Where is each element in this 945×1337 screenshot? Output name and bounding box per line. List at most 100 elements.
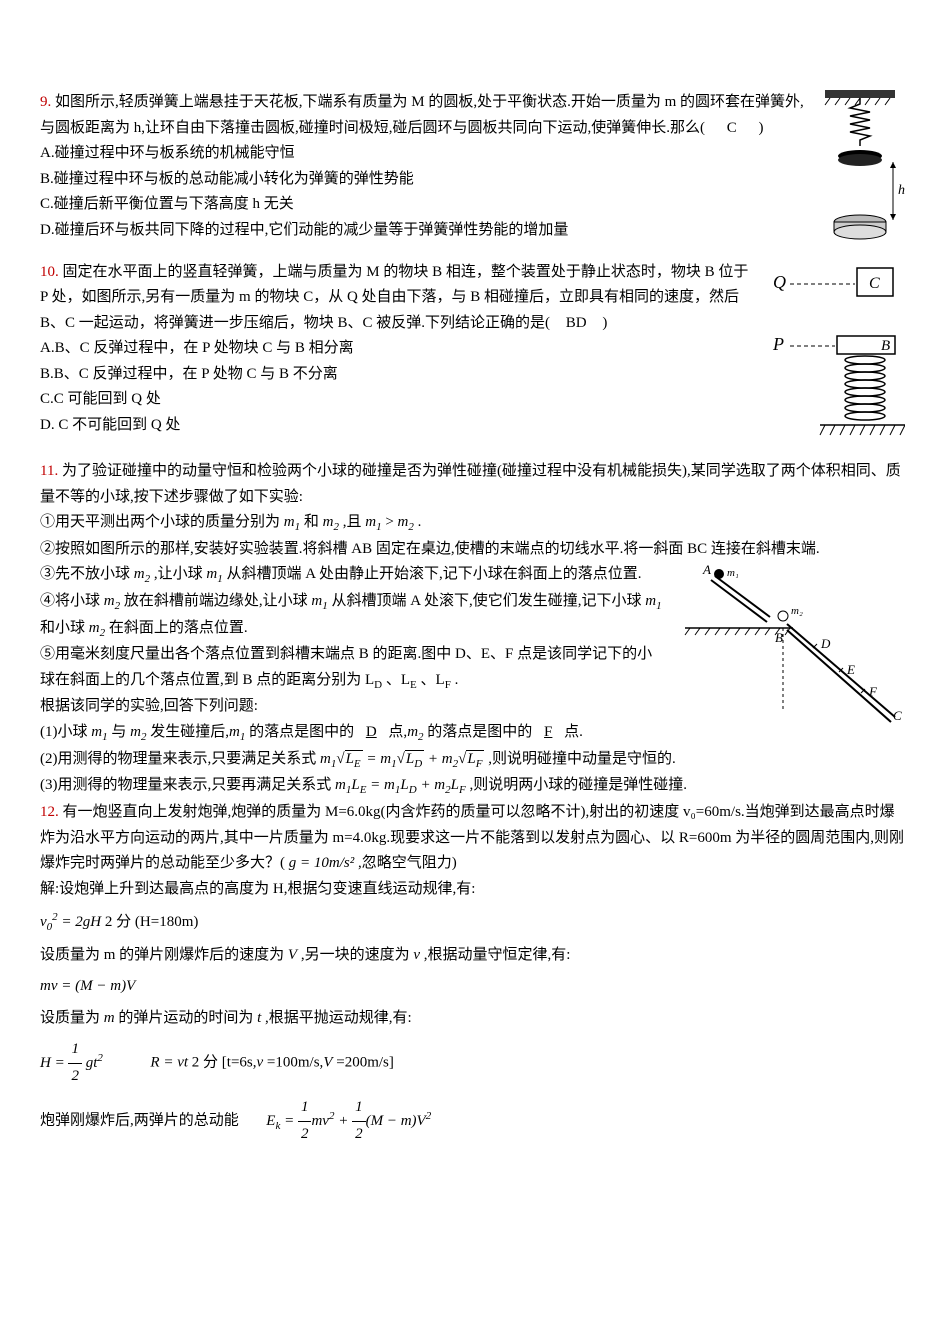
q10-figure: Q C P B (765, 260, 905, 460)
l3c: ,根据平抛运动规律,有: (265, 1010, 412, 1026)
l2c: ,根据动量守恒定律,有: (424, 947, 571, 963)
n3: =100m/s, (263, 1055, 323, 1071)
l3b: 的弹片运动的时间为 (118, 1010, 253, 1026)
q9-stem-end: ) (759, 120, 764, 136)
LD: D (374, 679, 382, 691)
s3a: ③先不放小球 (40, 566, 134, 582)
q11-part2: (2)用测得的物理量来表示,只要满足关系式 m1√LE = m1√LD + m2… (40, 747, 905, 774)
m1b: m (365, 514, 376, 530)
q12-stem2: ,忽略空气阻力) (358, 855, 457, 871)
q12-g: g = 10m/s² (289, 855, 354, 871)
q11-number: 11. (40, 463, 58, 479)
eq3a: H = 12 gt2 (40, 1055, 103, 1071)
svg-text:m₂: m₂ (791, 605, 803, 617)
svg-text:A: A (702, 562, 711, 577)
q12-eq3: H = 12 gt2 R = vt 2 分 [t=6s,v =100m/s,V … (40, 1037, 905, 1089)
s3m2: m (134, 566, 145, 582)
l4: 炮弹刚爆炸后,两弹片的总动能 (40, 1113, 239, 1129)
question-9: h 9. 如图所示,轻质弹簧上端悬挂于天花板,下端系有质量为 M 的圆板,处于平… (40, 90, 905, 243)
q9-option-b: B.碰撞过程中环与板的总动能减小转化为弹簧的弹性势能 (40, 167, 905, 193)
s4m2: m (104, 593, 115, 609)
q10-stem-end: ) (602, 315, 607, 331)
q12-stem: 有一炮竖直向上发射炮弹,炮弹的质量为 M=6.0kg(内含炸药的质量可以忽略不计… (40, 804, 904, 871)
eq3b: R = vt (150, 1055, 188, 1071)
svg-text:C: C (869, 275, 880, 292)
q9-option-c: C.碰撞后新平衡位置与下落高度 h 无关 (40, 192, 905, 218)
s4a: ④将小球 (40, 593, 104, 609)
LF: F (445, 679, 451, 691)
eq2: mv = (M − m)V (40, 978, 135, 994)
svg-text:C: C (893, 708, 902, 723)
p2b: ,则说明碰撞中动量是守恒的. (488, 751, 676, 767)
m1s: 1 (295, 521, 301, 533)
question-11: 11. 为了验证碰撞中的动量守恒和检验两个小球的碰撞是否为弹性碰撞(碰撞过程中没… (40, 459, 905, 800)
eq3-pts: 2 分 (192, 1055, 218, 1071)
q12-line3: 设质量为 m 的弹片运动的时间为 t ,根据平抛运动规律,有: (40, 1006, 905, 1032)
l3t: t (257, 1010, 261, 1026)
svg-text:h: h (898, 183, 905, 198)
s4d: 和小球 (40, 620, 89, 636)
question-12: 12. 有一炮竖直向上发射炮弹,炮弹的质量为 M=6.0kg(内含炸药的质量可以… (40, 800, 905, 1147)
q10-number: 10. (40, 264, 59, 280)
p1a: (1)小球 (40, 724, 91, 740)
s4m2sb: 2 (100, 627, 106, 639)
q12-line2: 设质量为 m 的弹片刚爆炸后的速度为 V ,另一块的速度为 v ,根据动量守恒定… (40, 943, 905, 969)
p1e: 点, (388, 724, 407, 740)
q12-eq2: mv = (M − m)V (40, 974, 905, 1000)
question-10: Q C P B 10. 固定在水平面上的竖直轻弹簧，上端与质量为 M 的物块 B… (40, 260, 905, 439)
m2sb: 2 (408, 521, 414, 533)
p1c: 发生碰撞后, (150, 724, 229, 740)
q10-answer: BD (554, 315, 599, 331)
eq1-lhs: v02 = 2gH (40, 914, 101, 930)
svg-text:P: P (772, 334, 784, 354)
s4m2s: 2 (115, 600, 121, 612)
q11-step2: ②按照如图所示的那样,安装好实验装置.将斜槽 AB 固定在桌边,使槽的末端点的切… (40, 537, 905, 563)
p1m1b: m (229, 724, 240, 740)
svg-text:Q: Q (773, 272, 786, 292)
s5c: 、L (421, 672, 445, 688)
p1m1s: 1 (102, 731, 108, 743)
s4b: 放在斜槽前端边缘处,让小球 (124, 593, 312, 609)
n1: [t=6s, (222, 1055, 257, 1071)
q10-stem: 固定在水平面上的竖直轻弹簧，上端与质量为 M 的物块 B 相连，整个装置处于静止… (40, 264, 748, 331)
q11-blank1: D (358, 724, 385, 740)
q11-eq-elastic: m1LE = m1LD + m2LF (335, 777, 469, 793)
s4m1: m (311, 593, 322, 609)
eq3-note: [t=6s,v =100m/s,V =200m/s] (222, 1055, 394, 1071)
p3b: ,则说明两小球的碰撞是弹性碰撞. (469, 777, 687, 793)
q9-number: 9. (40, 94, 51, 110)
m2b: m (398, 514, 409, 530)
eq1-pts: 2 分 (105, 914, 131, 930)
s4m1b: m (645, 593, 656, 609)
p1m1sb: 1 (240, 731, 246, 743)
s5end: . (455, 672, 459, 688)
l3a: 设质量为 (40, 1010, 100, 1026)
s4e: 在斜面上的落点位置. (109, 620, 248, 636)
q9-figure: h (815, 90, 905, 260)
q9-stem: 如图所示,轻质弹簧上端悬挂于天花板,下端系有质量为 M 的圆板,处于平衡状态.开… (40, 94, 804, 136)
p1g: 点. (564, 724, 583, 740)
svg-text:m₁: m₁ (727, 567, 739, 579)
q11-eq-momentum: m1√LE = m1√LD + m2√LF (320, 751, 488, 767)
q9-option-a: A.碰撞过程中环与板系统的机械能守恒 (40, 141, 905, 167)
q11-part3: (3)用测得的物理量来表示,只要再满足关系式 m1LE = m1LD + m2L… (40, 773, 905, 800)
svg-text:B: B (881, 338, 890, 354)
l2V: V (288, 947, 297, 963)
svg-text:F: F (868, 684, 878, 699)
q11-s1a: ①用天平测出两个小球的质量分别为 (40, 514, 284, 530)
p3a: (3)用测得的物理量来表示,只要再满足关系式 (40, 777, 331, 793)
q12-line4: 炮弹刚爆炸后,两弹片的总动能 Ek = 12mv2 + 12(M − m)V2 (40, 1095, 905, 1147)
svg-text:D: D (820, 636, 831, 651)
q11-blank2: F (536, 724, 560, 740)
l3m: m (104, 1010, 115, 1026)
q11-figure: A m₁ m₂ B D E F C (675, 562, 905, 742)
n5: =200m/s] (332, 1055, 393, 1071)
p1m2: m (130, 724, 141, 740)
s3m1s: 1 (217, 573, 223, 585)
svg-text:B: B (775, 630, 783, 645)
p1d: 的落点是图中的 (249, 724, 354, 740)
m1: m (284, 514, 295, 530)
p1b: 与 (111, 724, 130, 740)
svg-text:E: E (846, 662, 855, 677)
s3c: 从斜槽顶端 A 处由静止开始滚下,记下小球在斜面上的落点位置. (226, 566, 641, 582)
